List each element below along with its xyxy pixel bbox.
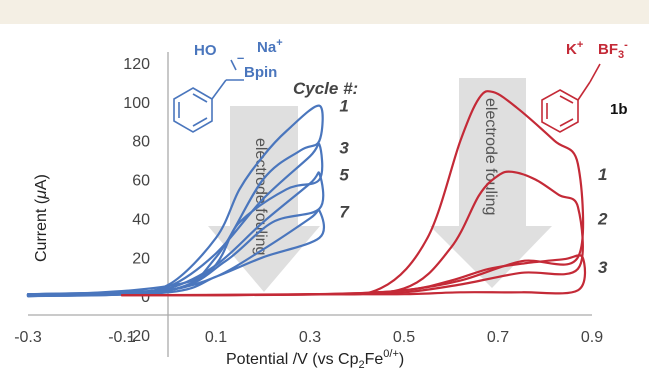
blue-bpin-label: Bpin <box>244 64 277 81</box>
blue-minus-label: – <box>237 50 244 65</box>
blue-compound-structure <box>173 59 244 133</box>
cycle-number-label: 3 <box>598 258 608 277</box>
y-tick-label: -20 <box>127 328 150 345</box>
red-ring-inner-2 <box>559 118 574 127</box>
blue-ring-inner-2 <box>192 117 208 127</box>
y-tick-label: 60 <box>132 173 150 190</box>
x-axis-title-sub: 2 <box>359 359 365 371</box>
x-tick-label: -0.3 <box>14 329 42 346</box>
fouling-arrow-right <box>430 78 552 288</box>
blue-compound-labels: HO – Na+ Bpin <box>194 37 283 81</box>
x-axis-title-end: ) <box>399 351 404 368</box>
y-tick-label: 100 <box>123 95 150 112</box>
blue-na-text: Na <box>257 39 277 56</box>
x-axis-title-main: Potential /V (vs Cp <box>226 351 359 368</box>
cycle-labels: 1 3 5 7 1 2 3 <box>339 97 608 277</box>
red-bf-label: BF3- <box>598 39 628 61</box>
red-bf-bond <box>589 63 601 83</box>
series-curves <box>26 90 587 298</box>
x-tick-label: -0.1 <box>108 329 136 346</box>
cycle-number-label: 3 <box>339 139 349 158</box>
x-axis-title: Potential /V (vs Cp2Fe0/+) <box>226 348 404 371</box>
y-tick-label: 120 <box>123 56 150 73</box>
blue-na-label: Na+ <box>257 37 283 56</box>
y-tick-label: 20 <box>132 250 150 267</box>
y-axis-title-end: A) <box>33 174 50 190</box>
fouling-label-right: electrode fouling <box>482 98 499 215</box>
top-band <box>0 0 649 24</box>
x-tick-label: 0.3 <box>299 329 321 346</box>
y-tick-label: 80 <box>132 134 150 151</box>
red-ring-inner-1 <box>559 95 574 104</box>
x-tick-label: 0.5 <box>393 329 415 346</box>
y-axis-title-main: Current ( <box>33 198 50 262</box>
x-tick-labels: -0.3 -0.1 0.1 0.3 0.5 0.7 0.9 <box>14 329 603 346</box>
y-axis-title-mu: μ <box>33 190 50 200</box>
red-ch2-bond <box>577 81 591 101</box>
red-compound-labels: K+ BF3- <box>566 39 628 61</box>
cycle-number-label: 7 <box>339 203 350 222</box>
x-tick-label: 0.1 <box>205 329 227 346</box>
x-tick-label: 0.7 <box>487 329 509 346</box>
cycle-number-label: 1 <box>339 97 348 116</box>
cycle-number-label: 2 <box>597 210 608 229</box>
x-axis-title-mid: Fe <box>365 351 384 368</box>
red-k-label: K+ <box>566 39 583 58</box>
y-tick-label: 0 <box>141 289 150 306</box>
y-axis-title: Current (μA) <box>33 174 50 262</box>
cycle-number-label: 1 <box>598 165 607 184</box>
series-line <box>120 254 587 297</box>
blue-ch2-bond <box>211 79 227 100</box>
red-compound-structure <box>541 63 601 133</box>
blue-ho-bond <box>230 59 237 71</box>
red-bf-text: BF <box>598 41 618 58</box>
red-k-charge: + <box>577 39 583 51</box>
series-line <box>26 104 324 298</box>
y-tick-label: 40 <box>132 211 150 228</box>
series-line <box>120 170 584 297</box>
x-tick-label: 0.9 <box>581 329 603 346</box>
cycle-header: Cycle #: <box>293 79 358 98</box>
y-tick-labels: -20 0 20 40 60 80 100 120 <box>123 56 150 345</box>
red-bf-charge: - <box>624 39 628 51</box>
compound-1b-label: 1b <box>610 101 628 118</box>
fouling-label-left: electrode fouling <box>252 138 269 255</box>
cycle-number-label: 5 <box>339 166 349 185</box>
blue-na-charge: + <box>276 37 282 49</box>
red-bf-sub: 3 <box>618 49 624 61</box>
series-line <box>26 208 326 298</box>
blue-ho-label: HO <box>194 42 217 59</box>
x-axis-title-sup: 0/+ <box>383 348 399 360</box>
red-k-text: K <box>566 41 577 58</box>
blue-ring-inner-1 <box>192 93 208 103</box>
axes <box>28 52 592 357</box>
